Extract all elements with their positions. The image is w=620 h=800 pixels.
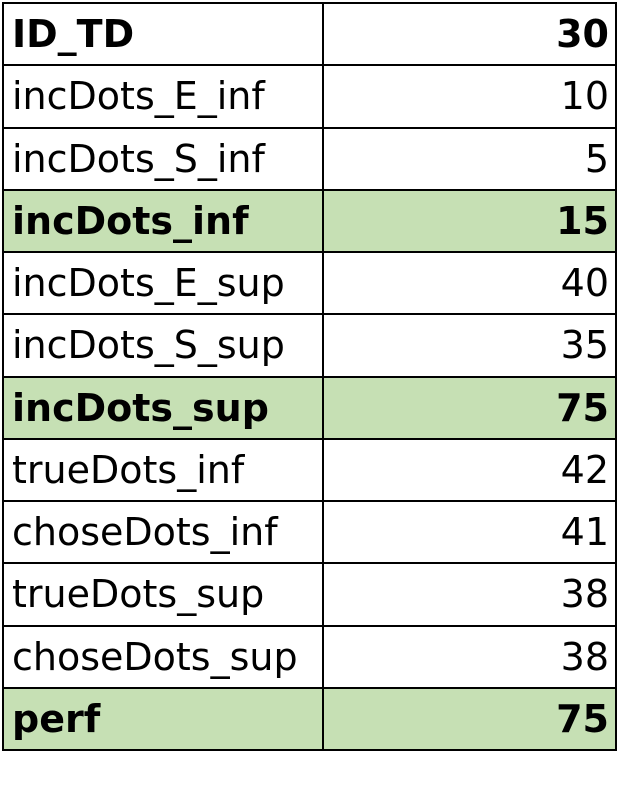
row-value-cell[interactable]: 38 — [322, 562, 617, 627]
row-label-cell[interactable]: choseDots_sup — [2, 624, 324, 689]
row-value-cell[interactable]: 15 — [322, 188, 617, 254]
row-label-cell[interactable]: choseDots_inf — [2, 499, 324, 565]
table-row: choseDots_sup 38 — [2, 624, 617, 689]
row-label-cell[interactable]: ID_TD — [2, 1, 324, 67]
table-row: trueDots_inf 42 — [2, 437, 617, 503]
table-row: incDots_E_inf 10 — [2, 64, 617, 129]
row-value-cell[interactable]: 41 — [322, 499, 617, 565]
row-value-cell[interactable]: 75 — [322, 686, 617, 752]
table-row-total: incDots_inf 15 — [2, 188, 617, 254]
row-label-cell[interactable]: trueDots_sup — [2, 562, 324, 627]
row-value-cell[interactable]: 5 — [322, 126, 617, 191]
row-label-cell[interactable]: trueDots_inf — [2, 437, 324, 503]
data-table: ID_TD 30 incDots_E_inf 10 incDots_S_inf … — [2, 1, 617, 752]
table-row-total: incDots_sup 75 — [2, 375, 617, 440]
row-value-cell[interactable]: 40 — [322, 250, 617, 316]
row-label-cell[interactable]: incDots_S_inf — [2, 126, 324, 191]
table-row: incDots_S_inf 5 — [2, 126, 617, 191]
table-row: incDots_S_sup 35 — [2, 313, 617, 378]
table-row: trueDots_sup 38 — [2, 562, 617, 627]
row-label-cell[interactable]: perf — [2, 686, 324, 752]
table-row: ID_TD 30 — [2, 1, 617, 67]
row-label-cell[interactable]: incDots_S_sup — [2, 313, 324, 378]
table-row: incDots_E_sup 40 — [2, 250, 617, 316]
row-label-cell[interactable]: incDots_E_inf — [2, 64, 324, 129]
row-label-cell[interactable]: incDots_E_sup — [2, 250, 324, 316]
row-value-cell[interactable]: 30 — [322, 1, 617, 67]
table-row-total: perf 75 — [2, 686, 617, 752]
row-value-cell[interactable]: 75 — [322, 375, 617, 440]
row-value-cell[interactable]: 42 — [322, 437, 617, 503]
row-value-cell[interactable]: 10 — [322, 64, 617, 129]
table-row: choseDots_inf 41 — [2, 499, 617, 565]
row-label-cell[interactable]: incDots_sup — [2, 375, 324, 440]
row-label-cell[interactable]: incDots_inf — [2, 188, 324, 254]
row-value-cell[interactable]: 38 — [322, 624, 617, 689]
row-value-cell[interactable]: 35 — [322, 313, 617, 378]
